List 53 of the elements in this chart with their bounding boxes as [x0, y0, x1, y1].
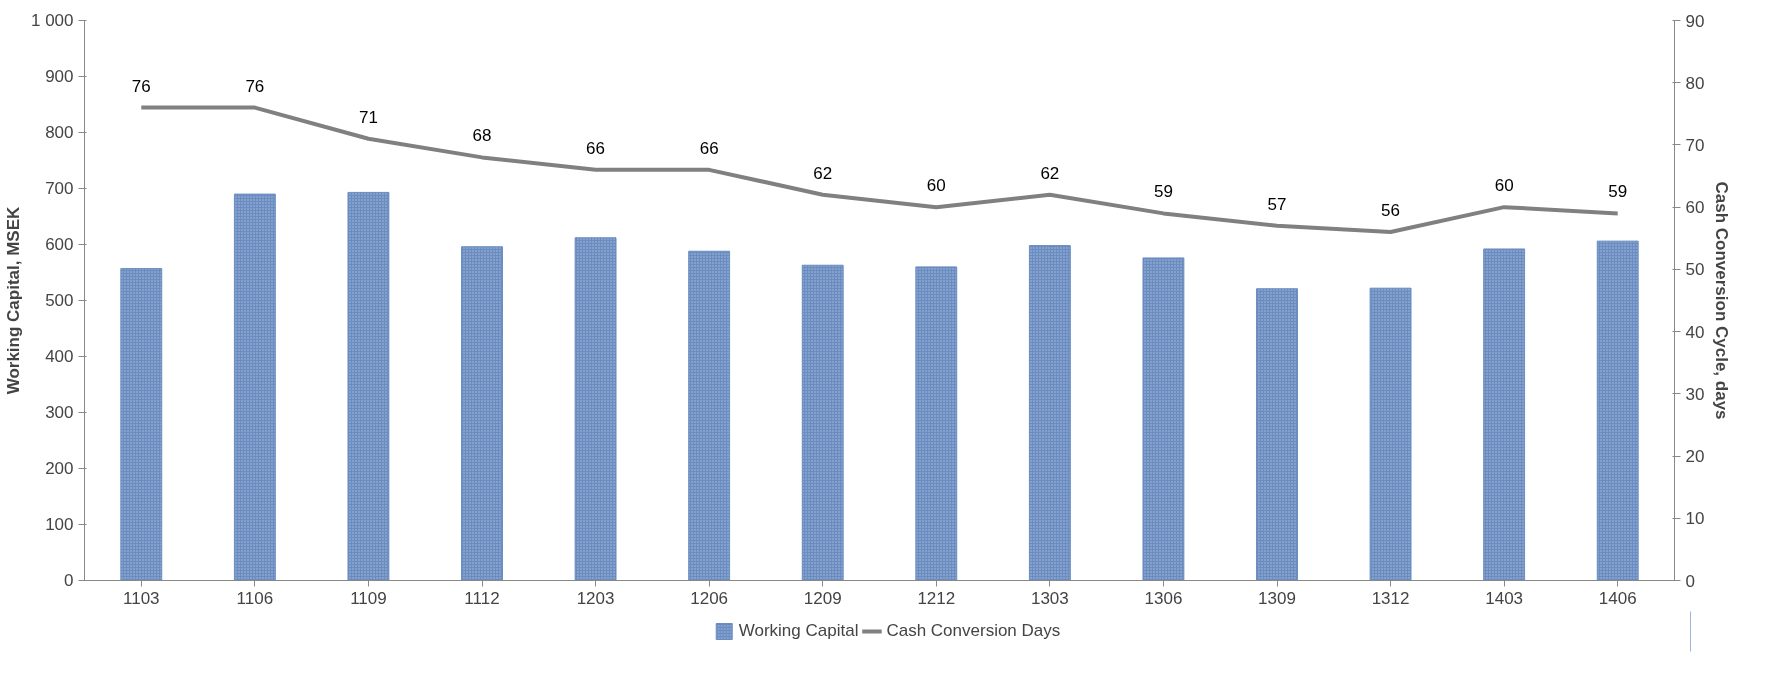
x-tick-label: 1106 [236, 588, 274, 608]
y2-tick-label: 60 [1685, 198, 1705, 218]
x-tick-label: 1312 [1371, 588, 1410, 608]
x-tick-label: 1112 [464, 588, 500, 608]
y-tick-label: 0 [64, 571, 74, 590]
x-tick-label: 1209 [803, 588, 842, 608]
legend-label: Cash Conversion Days [886, 621, 1061, 641]
y-tick-label: 800 [45, 123, 74, 142]
y2-tick-label: 0 [1685, 571, 1695, 591]
data-label: 59 [1608, 182, 1628, 202]
y-tick-label: 500 [45, 291, 74, 310]
data-label: 76 [245, 76, 265, 96]
data-label: 66 [699, 138, 719, 158]
y2-tick-label: 10 [1685, 509, 1705, 529]
data-label: 62 [813, 163, 833, 183]
x-tick-label: 1203 [576, 588, 615, 608]
data-label: 66 [586, 138, 606, 158]
y2-tick-label: 50 [1685, 260, 1705, 280]
y2-tick-label: 20 [1685, 447, 1705, 467]
data-label: 76 [131, 76, 151, 96]
data-label: 68 [472, 126, 492, 146]
y2-tick-label: 30 [1685, 384, 1705, 404]
x-tick-label: 1403 [1485, 588, 1524, 608]
data-label: 60 [1494, 176, 1514, 196]
x-tick-label: 1109 [350, 588, 387, 608]
x-tick-label: 1206 [690, 588, 729, 608]
y-tick-label: 900 [45, 67, 74, 86]
y-tick-label: 400 [45, 347, 74, 366]
x-tick-label: 1406 [1598, 588, 1637, 608]
x-tick-label: 1212 [917, 588, 956, 608]
y2-axis-title: Cash Conversion Cycle, days [1712, 181, 1732, 420]
y2-tick-label: 40 [1685, 322, 1705, 342]
y2-tick-label: 80 [1685, 73, 1705, 93]
data-label: 59 [1153, 182, 1173, 202]
data-label: 71 [358, 107, 378, 127]
y-axis-title: Working Capital, MSEK [3, 205, 23, 395]
x-tick-label: 1309 [1258, 588, 1296, 608]
y-tick-label: 200 [45, 459, 74, 478]
legend-label: Working Capital [738, 621, 859, 641]
x-tick-label: 1103 [123, 588, 160, 608]
y2-tick-label: 90 [1685, 11, 1705, 31]
data-label: 60 [926, 176, 946, 196]
y-tick-label: 600 [45, 235, 74, 254]
y-tick-label: 300 [45, 403, 74, 422]
x-tick-label: 1303 [1030, 588, 1069, 608]
y-tick-label: 1 000 [30, 11, 74, 30]
data-label: 62 [1040, 163, 1060, 183]
y-tick-label: 700 [45, 179, 74, 198]
x-tick-label: 1306 [1144, 588, 1183, 608]
y2-tick-label: 70 [1685, 135, 1705, 155]
y-tick-label: 100 [45, 515, 74, 534]
data-label: 57 [1267, 194, 1287, 214]
data-label: 56 [1381, 201, 1401, 221]
